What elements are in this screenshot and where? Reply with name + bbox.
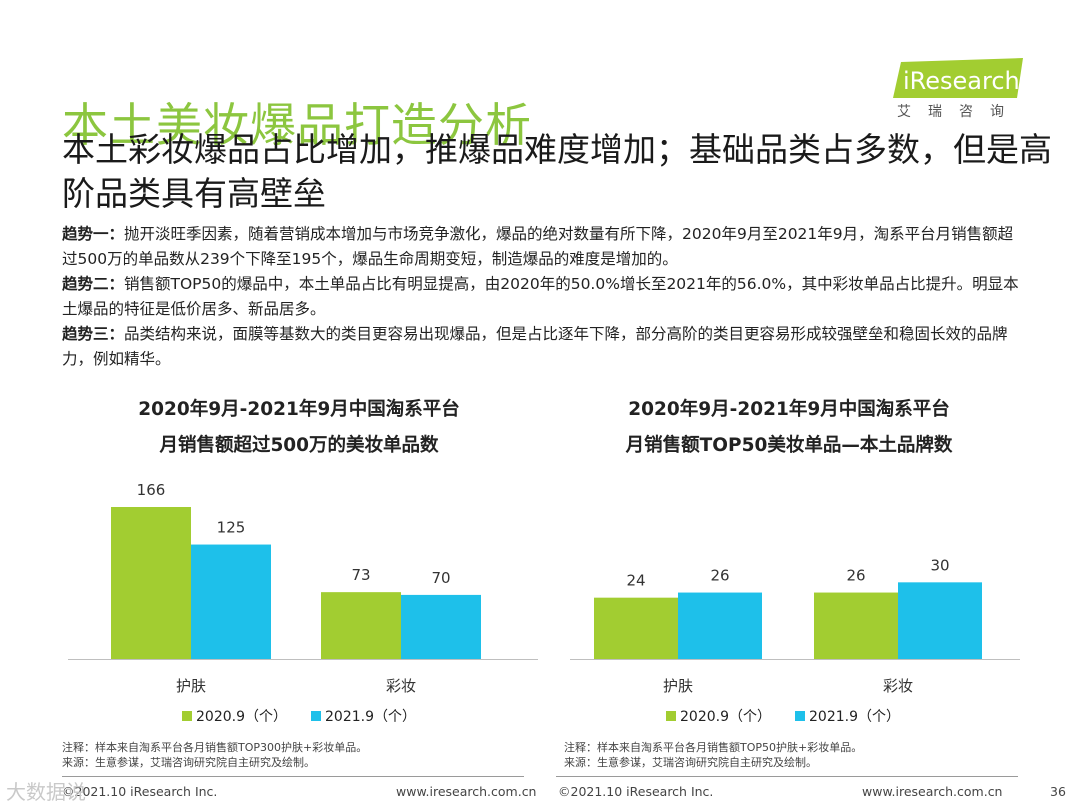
trend-text: 抛开淡旺季因素，随着营销成本增加与市场竞争激化，爆品的绝对数量有所下降，2020… <box>62 225 1014 268</box>
legend-item: 2021.9（个） <box>311 706 416 726</box>
bar-2020-skincare <box>594 597 678 659</box>
legend-item: 2020.9（个） <box>666 706 771 726</box>
legend-item: 2020.9（个） <box>182 706 287 726</box>
footer-divider <box>62 776 524 777</box>
chart-title-line: 2020年9月-2021年9月中国淘系平台 <box>628 399 950 420</box>
legend-swatch <box>182 711 192 721</box>
bar-2021-makeup <box>898 582 982 659</box>
legend-label: 2020.9（个） <box>196 709 287 725</box>
bar-2021-skincare <box>191 544 271 659</box>
note-text: 注释：样本来自淘系平台各月销售额TOP300护肤+彩妆单品。 <box>62 741 368 754</box>
trend-list: 趋势一：抛开淡旺季因素，随着营销成本增加与市场竞争激化，爆品的绝对数量有所下降，… <box>62 222 1027 372</box>
category-label: 护肤 <box>663 677 693 695</box>
source-text: 来源：生意参谋，艾瑞咨询研究院自主研究及绘制。 <box>62 756 315 769</box>
page-subtitle: 本土彩妆爆品占比增加，推爆品难度增加；基础品类占多数，但是高阶品类具有高壁垒 <box>62 130 1052 213</box>
chart-title-line: 2020年9月-2021年9月中国淘系平台 <box>138 399 460 420</box>
logo-name: iResearch <box>903 67 1020 95</box>
data-label: 30 <box>930 556 949 574</box>
bar-chart-left: 166 125 护肤 73 70 彩妆 <box>68 481 538 695</box>
trend-item: 趋势三：品类结构来说，面膜等基数大的类目更容易出现爆品，但是占比逐年下降，部分高… <box>62 322 1027 372</box>
legend-swatch <box>311 711 321 721</box>
trend-label: 趋势二： <box>62 275 125 293</box>
trend-label: 趋势三： <box>62 325 125 343</box>
trend-item: 趋势二：销售额TOP50的爆品中，本土单品占比有明显提高，由2020年的50.0… <box>62 272 1027 322</box>
legend-left: 2020.9（个） 2021.9（个） <box>182 706 440 726</box>
bar-2021-makeup <box>401 594 481 659</box>
source-text: 来源：生意参谋，艾瑞咨询研究院自主研究及绘制。 <box>564 756 817 769</box>
chart-title-line: 月销售额超过500万的美妆单品数 <box>159 435 439 456</box>
legend-swatch <box>666 711 676 721</box>
iresearch-logo-mark: iResearch <box>893 58 1023 98</box>
data-label: 26 <box>710 567 729 585</box>
category-label: 彩妆 <box>386 677 416 695</box>
chart-title-right: 2020年9月-2021年9月中国淘系平台 月销售额TOP50美妆单品—本土品牌… <box>572 392 1006 464</box>
category-label: 彩妆 <box>883 677 913 695</box>
footer-url-right[interactable]: www.iresearch.com.cn <box>862 784 1003 799</box>
page-title: 本土美妆爆品打造分析 <box>62 97 532 152</box>
data-label: 26 <box>846 567 865 585</box>
legend-swatch <box>795 711 805 721</box>
chart-note-left: 注释：样本来自淘系平台各月销售额TOP300护肤+彩妆单品。 来源：生意参谋，艾… <box>62 740 367 770</box>
watermark: 大数据说 <box>6 780 86 804</box>
bar-chart-right: 24 26 护肤 26 30 彩妆 <box>570 556 1020 695</box>
bar-2021-skincare <box>678 592 762 659</box>
chart-title-line: 月销售额TOP50美妆单品—本土品牌数 <box>625 435 953 456</box>
note-text: 注释：样本来自淘系平台各月销售额TOP50护肤+彩妆单品。 <box>564 741 863 754</box>
data-label: 73 <box>351 566 370 584</box>
page-number: 36 <box>1050 784 1066 799</box>
footer-url-left[interactable]: www.iresearch.com.cn <box>396 784 537 799</box>
bar-2020-makeup <box>321 592 401 659</box>
trend-text: 品类结构来说，面膜等基数大的类目更容易出现爆品，但是占比逐年下降，部分高阶的类目… <box>62 325 1008 368</box>
iresearch-logo: iResearch 艾瑞咨询 <box>893 58 1025 122</box>
legend-item: 2021.9（个） <box>795 706 900 726</box>
trend-text: 销售额TOP50的爆品中，本土单品占比有明显提高，由2020年的50.0%增长至… <box>62 275 1019 318</box>
trend-label: 趋势一： <box>62 225 125 243</box>
data-label: 70 <box>431 569 450 587</box>
footer-copyright-left: ©2021.10 iResearch Inc. <box>62 784 218 799</box>
legend-label: 2021.9（个） <box>325 709 416 725</box>
data-label: 166 <box>137 481 166 499</box>
data-label: 24 <box>626 572 645 590</box>
chart-title-left: 2020年9月-2021年9月中国淘系平台 月销售额超过500万的美妆单品数 <box>82 392 516 464</box>
bar-2020-skincare <box>111 507 191 659</box>
bar-2020-makeup <box>814 592 898 659</box>
category-label: 护肤 <box>176 677 206 695</box>
data-label: 125 <box>217 519 246 537</box>
logo-subtitle: 艾瑞咨询 <box>897 104 1021 120</box>
footer-copyright-right: ©2021.10 iResearch Inc. <box>558 784 714 799</box>
chart-note-right: 注释：样本来自淘系平台各月销售额TOP50护肤+彩妆单品。 来源：生意参谋，艾瑞… <box>564 740 862 770</box>
footer-divider <box>556 776 1018 777</box>
legend-label: 2020.9（个） <box>680 709 771 725</box>
legend-right: 2020.9（个） 2021.9（个） <box>666 706 924 726</box>
legend-label: 2021.9（个） <box>809 709 900 725</box>
trend-item: 趋势一：抛开淡旺季因素，随着营销成本增加与市场竞争激化，爆品的绝对数量有所下降，… <box>62 222 1027 272</box>
